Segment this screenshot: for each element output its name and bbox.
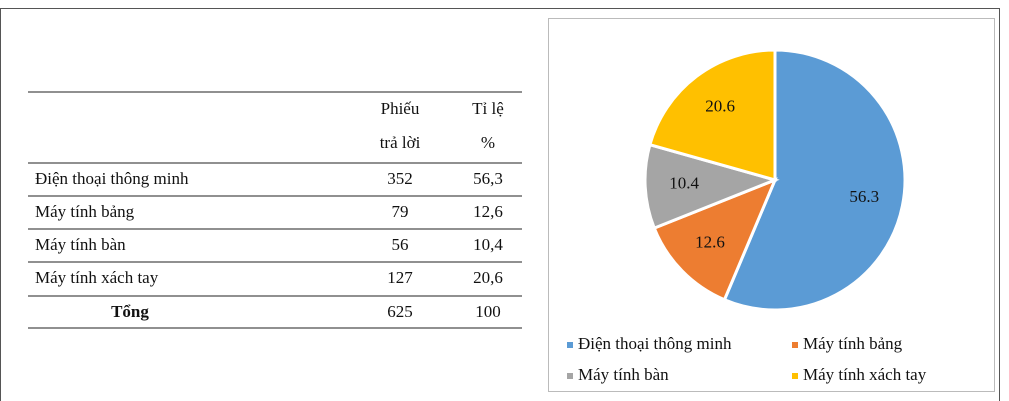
pie-slice [722,48,907,312]
legend-label: Máy tính bàn [578,365,669,384]
legend-label: Máy tính bảng [803,334,903,353]
legend-marker [792,373,798,379]
total-cell: 625 [387,302,413,321]
legend-marker [567,342,573,348]
cell: 352 [387,169,413,188]
pie-slice [652,177,778,302]
cell: 79 [392,202,409,221]
header: trả lời [380,133,421,152]
total-label: Tổng [111,302,149,321]
legend-label: Máy tính xách tay [803,365,927,384]
pie-slice [643,142,780,231]
data-label: 12.6 [695,233,725,252]
legend-marker [567,373,573,379]
frame [0,8,1000,401]
table-lines [28,91,522,329]
row-label: Điện thoại thông minh [35,169,189,188]
data-label: 20.6 [705,96,735,115]
legend-label: Điện thoại thông minh [578,334,732,353]
row-label: Máy tính bảng [35,202,135,221]
legend-marker [792,342,798,348]
cell: 127 [387,268,413,287]
cell: 20,6 [473,268,503,287]
header: % [481,133,495,152]
row-label: Máy tính xách tay [35,268,159,287]
row-label: Máy tính bàn [35,235,126,254]
data-label: 10.4 [669,174,699,193]
data-label: 56.3 [849,187,879,206]
cell: 56,3 [473,169,503,188]
total-cell: 100 [475,302,501,321]
header: Tỉ lệ [472,99,504,118]
header: Phiếu [381,99,420,118]
cell: 12,6 [473,202,503,221]
pie-slice [648,48,777,182]
cell: 56 [392,235,409,254]
cell: 10,4 [473,235,503,254]
